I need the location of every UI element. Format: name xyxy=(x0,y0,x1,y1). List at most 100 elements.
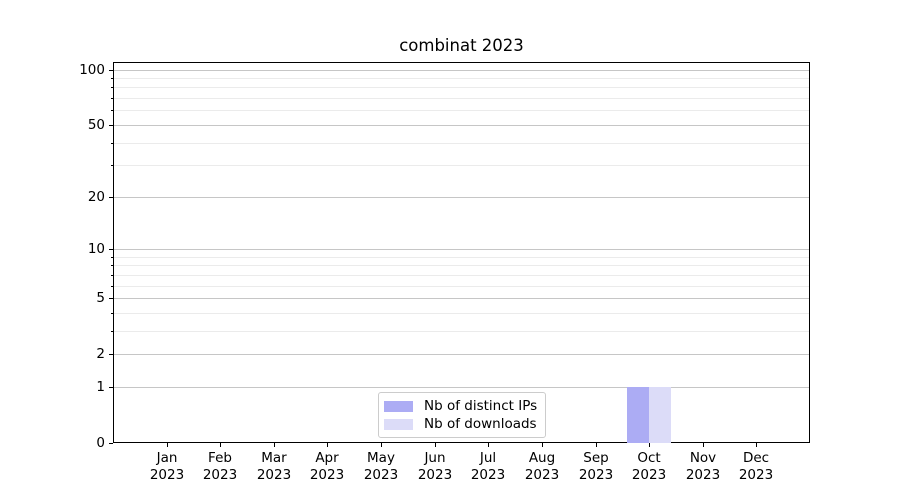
x-tick-month: Jul xyxy=(479,450,497,466)
y-minor-tick-70 xyxy=(111,98,113,99)
x-tick-label-nov: Nov 2023 xyxy=(663,450,743,483)
gridline-minor-70 xyxy=(114,98,809,99)
x-tick-year: 2023 xyxy=(309,466,345,483)
x-tick-year: 2023 xyxy=(256,466,292,483)
x-tick-year: 2023 xyxy=(524,466,560,483)
x-tick-month: Jan xyxy=(156,450,178,466)
x-tick-month: May xyxy=(367,450,395,466)
x-tick-apr xyxy=(327,443,328,447)
x-tick-jun xyxy=(435,443,436,447)
x-tick-year: 2023 xyxy=(202,466,238,483)
gridline-minor-30 xyxy=(114,165,809,166)
x-tick-month: Sep xyxy=(583,450,609,466)
x-tick-dec xyxy=(756,443,757,447)
x-tick-may xyxy=(381,443,382,447)
y-tick-label-1: 1 xyxy=(96,379,105,395)
y-minor-tick-9 xyxy=(111,257,113,258)
y-tick-label-20: 20 xyxy=(87,189,105,205)
bar-downloads-oct xyxy=(649,386,672,443)
legend-item-distinct-ips: Nb of distinct IPs xyxy=(384,397,539,415)
x-tick-mar xyxy=(274,443,275,447)
x-tick-month: Jun xyxy=(424,450,446,466)
gridline-minor-40 xyxy=(114,143,809,144)
y-minor-tick-90 xyxy=(111,78,113,79)
x-tick-year: 2023 xyxy=(631,466,667,483)
bar-distinct-ips-oct xyxy=(627,386,650,443)
y-tick-20 xyxy=(109,197,113,198)
y-tick-label-50: 50 xyxy=(87,117,105,133)
x-tick-label-apr: Apr 2023 xyxy=(287,450,367,483)
gridline-major-20 xyxy=(114,197,809,198)
x-tick-jul xyxy=(488,443,489,447)
gridline-major-2 xyxy=(114,354,809,355)
y-tick-5 xyxy=(109,298,113,299)
x-tick-label-aug: Aug 2023 xyxy=(502,450,582,483)
gridline-major-100 xyxy=(114,70,809,71)
y-minor-tick-40 xyxy=(111,143,113,144)
x-tick-year: 2023 xyxy=(363,466,399,483)
y-tick-2 xyxy=(109,354,113,355)
gridline-major-1 xyxy=(114,387,809,388)
x-tick-oct xyxy=(649,443,650,447)
y-tick-label-100: 100 xyxy=(79,62,105,78)
x-tick-year: 2023 xyxy=(417,466,453,483)
gridline-minor-60 xyxy=(114,110,809,111)
y-minor-tick-8 xyxy=(111,265,113,266)
gridline-major-5 xyxy=(114,298,809,299)
x-tick-label-oct: Oct 2023 xyxy=(609,450,689,483)
x-tick-label-jul: Jul 2023 xyxy=(448,450,528,483)
y-tick-label-0: 0 xyxy=(96,435,105,451)
legend-item-downloads: Nb of downloads xyxy=(384,415,539,433)
x-tick-label-sep: Sep 2023 xyxy=(556,450,636,483)
distinct-ips-swatch xyxy=(384,400,413,412)
gridline-minor-8 xyxy=(114,265,809,266)
plot-area xyxy=(113,62,810,443)
y-minor-tick-30 xyxy=(111,165,113,166)
x-tick-feb xyxy=(220,443,221,447)
x-tick-nov xyxy=(703,443,704,447)
y-minor-tick-6 xyxy=(111,286,113,287)
x-tick-label-mar: Mar 2023 xyxy=(234,450,314,483)
x-tick-label-jan: Jan 2023 xyxy=(127,450,207,483)
x-tick-month: Apr xyxy=(315,450,339,466)
gridline-minor-3 xyxy=(114,331,809,332)
y-tick-label-5: 5 xyxy=(96,290,105,306)
gridline-major-10 xyxy=(114,249,809,250)
x-tick-label-jun: Jun 2023 xyxy=(395,450,475,483)
gridline-minor-4 xyxy=(114,313,809,314)
y-tick-10 xyxy=(109,249,113,250)
y-tick-label-2: 2 xyxy=(96,346,105,362)
x-tick-sep xyxy=(596,443,597,447)
y-tick-100 xyxy=(109,70,113,71)
gridline-minor-9 xyxy=(114,257,809,258)
y-tick-label-10: 10 xyxy=(87,241,105,257)
y-minor-tick-4 xyxy=(111,313,113,314)
x-tick-jan xyxy=(167,443,168,447)
legend: Nb of distinct IPs Nb of downloads xyxy=(378,392,546,438)
gridline-major-50 xyxy=(114,125,809,126)
x-tick-year: 2023 xyxy=(738,466,774,483)
y-minor-tick-60 xyxy=(111,110,113,111)
x-tick-label-dec: Dec 2023 xyxy=(716,450,796,483)
y-tick-50 xyxy=(109,125,113,126)
gridline-minor-80 xyxy=(114,87,809,88)
gridline-minor-6 xyxy=(114,286,809,287)
x-tick-year: 2023 xyxy=(685,466,721,483)
x-tick-month: Aug xyxy=(528,450,556,466)
y-tick-1 xyxy=(109,387,113,388)
y-minor-tick-80 xyxy=(111,87,113,88)
x-tick-aug xyxy=(542,443,543,447)
x-tick-year: 2023 xyxy=(470,466,506,483)
x-tick-label-feb: Feb 2023 xyxy=(180,450,260,483)
gridline-minor-90 xyxy=(114,78,809,79)
y-tick-0 xyxy=(109,443,113,444)
x-tick-month: Feb xyxy=(208,450,232,466)
x-tick-month: Nov xyxy=(689,450,717,466)
x-tick-month: Oct xyxy=(637,450,661,466)
x-tick-label-may: May 2023 xyxy=(341,450,421,483)
legend-label-downloads: Nb of downloads xyxy=(424,416,537,432)
x-tick-month: Dec xyxy=(742,450,770,466)
legend-label-distinct-ips: Nb of distinct IPs xyxy=(424,398,538,414)
x-tick-year: 2023 xyxy=(149,466,185,483)
